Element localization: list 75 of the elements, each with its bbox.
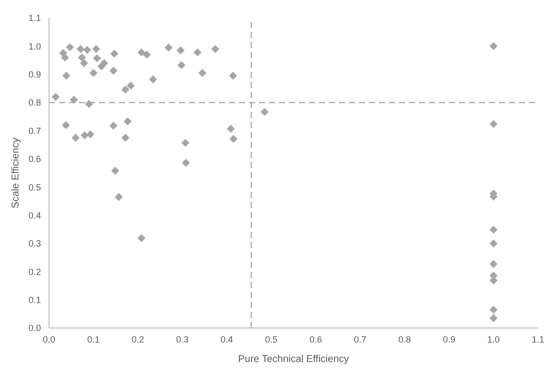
x-tick-label: 0.2 [132, 334, 144, 344]
y-tick-label: 0.4 [28, 210, 41, 220]
point [93, 54, 102, 62]
y-tick-label: 0.7 [28, 126, 41, 136]
x-tick-label: 0.8 [398, 334, 411, 344]
point [83, 46, 92, 54]
x-tick-label: 0.1 [87, 334, 100, 344]
point [229, 134, 238, 143]
point [121, 134, 130, 142]
point [260, 108, 269, 116]
point [149, 75, 158, 84]
point [137, 234, 146, 242]
point [490, 239, 498, 248]
point [181, 138, 190, 147]
y-tick-label: 1.1 [28, 13, 41, 24]
x-axis-title: Pure Technical Efficiency [238, 354, 349, 365]
x-tick-label: 1.0 [487, 334, 500, 344]
point [137, 48, 146, 56]
point [490, 314, 498, 322]
point [89, 68, 98, 77]
point [124, 117, 132, 126]
y-tick-label: 1.0 [28, 41, 41, 52]
point [66, 43, 74, 52]
point [490, 42, 498, 50]
point [211, 45, 220, 53]
x-tick-label: 0.4 [220, 334, 234, 344]
x-tick-label: 0.5 [265, 334, 278, 344]
point [164, 44, 173, 52]
y-tick-label: 0.3 [28, 238, 41, 249]
y-tick-label: 0.6 [28, 154, 41, 164]
point [198, 68, 206, 77]
point [86, 130, 94, 138]
point [490, 226, 498, 234]
point [70, 96, 78, 104]
x-tick-label: 0.9 [442, 334, 456, 344]
point [114, 192, 123, 201]
point [85, 100, 94, 108]
point [109, 66, 118, 75]
point [72, 134, 80, 142]
point [193, 48, 202, 56]
point [182, 158, 190, 167]
y-tick-label: 0.9 [28, 70, 41, 80]
point [92, 45, 100, 53]
point [142, 50, 151, 59]
x-tick-label: 1.1 [532, 334, 544, 344]
x-tick-label: 0.0 [42, 334, 56, 344]
point [490, 306, 498, 314]
y-axis-title: Scale Efficiency [10, 138, 22, 208]
y-tick-label: 0.8 [28, 98, 41, 108]
point [78, 53, 86, 62]
point [62, 121, 70, 130]
point [121, 86, 130, 94]
point [109, 122, 118, 130]
x-tick-label: 0.3 [176, 334, 189, 344]
point [52, 92, 60, 101]
point [76, 45, 85, 53]
x-tick-label: 0.7 [354, 334, 366, 344]
point [80, 131, 89, 140]
point [80, 59, 88, 68]
point [126, 82, 135, 90]
point [61, 53, 70, 62]
y-tick-label: 0.2 [28, 266, 41, 277]
y-tick-label: 0.5 [28, 182, 41, 192]
point [177, 61, 186, 70]
point [110, 50, 118, 58]
point [226, 124, 235, 133]
x-tick-label: 0.6 [309, 334, 322, 344]
point [62, 72, 70, 80]
point [490, 260, 498, 268]
point [176, 46, 185, 54]
point [490, 120, 498, 128]
y-tick-label: 0.0 [28, 323, 41, 334]
point [229, 72, 238, 80]
y-tick-label: 0.1 [28, 295, 41, 306]
point [111, 166, 120, 175]
